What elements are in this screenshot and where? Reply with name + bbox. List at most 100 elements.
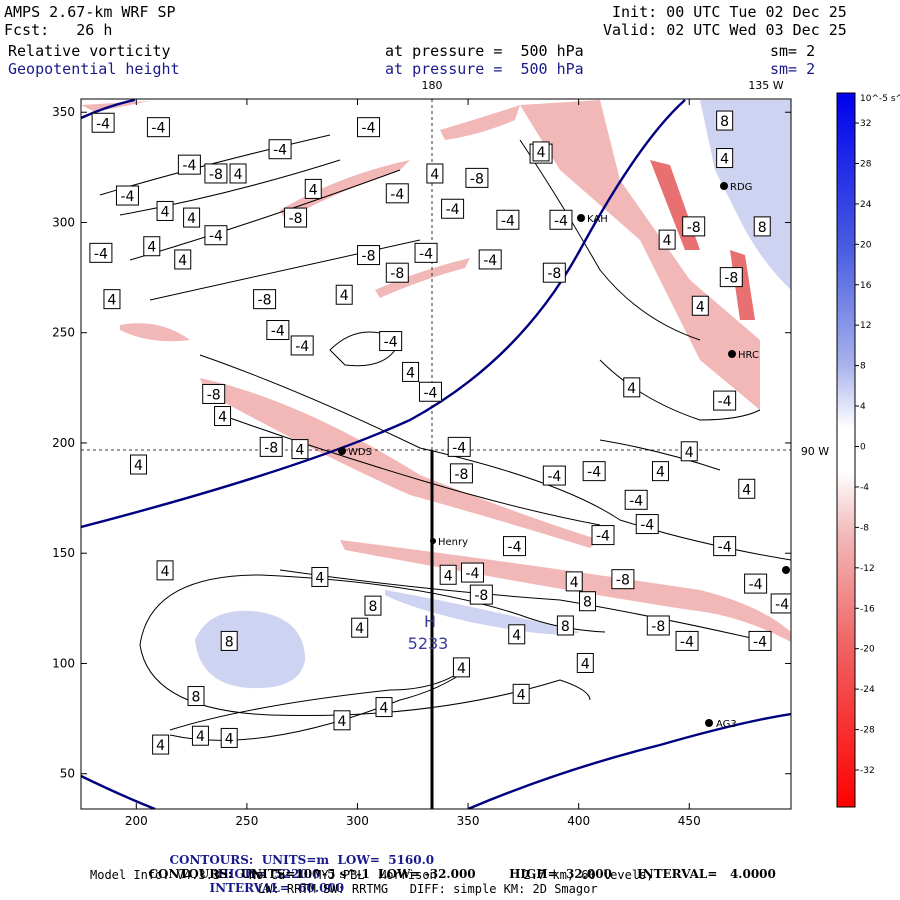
y-tick-label: 100 <box>52 656 75 670</box>
vort-contour <box>199 354 791 561</box>
station-dot <box>720 182 728 190</box>
contour-label: -8 <box>357 245 381 266</box>
contour-label-text: -4 <box>775 597 789 613</box>
contour-label: 8 <box>364 595 382 616</box>
vort-contour <box>519 139 701 341</box>
contour-label-text: 4 <box>196 729 205 745</box>
contour-label: -4 <box>582 461 606 482</box>
contour-label: 4 <box>652 461 670 482</box>
contour-label-box <box>447 436 471 457</box>
contour-label-text: 4 <box>134 458 143 474</box>
contour-label: 4 <box>691 295 709 316</box>
contour-label-text: 4 <box>108 293 117 309</box>
contour-label: -8 <box>682 216 706 237</box>
contour-label-text: -8 <box>258 293 272 309</box>
contour-label-text: -8 <box>454 467 468 483</box>
contour-label: 4 <box>532 141 550 162</box>
contour-label: -8 <box>542 262 566 283</box>
contour-label-box <box>469 584 493 605</box>
contour-label-text: -4 <box>753 634 767 650</box>
contour-label-box <box>426 163 444 184</box>
contour-label-text: 4 <box>581 656 590 672</box>
contour-label-text: 4 <box>178 253 187 269</box>
colorbar-ticks: 32 28 24 20 16 12 8 4 0 -4 -8 -12 -16 -20 -24 -28 -32 <box>855 119 875 776</box>
contour-label-text: 4 <box>309 182 318 198</box>
contour-label-text: -4 <box>446 202 460 218</box>
contour-label-box <box>542 465 566 486</box>
vort-contour <box>279 569 761 641</box>
contour-label: 4 <box>304 178 322 199</box>
contour-label: -4 <box>675 630 699 651</box>
contour-label-text: 4 <box>570 575 579 591</box>
vort-contour <box>169 664 471 731</box>
contour-label-box <box>115 185 139 206</box>
contour-label-text: 4 <box>720 152 729 168</box>
contour-label-text: -4 <box>483 253 497 269</box>
x-tick-label: 450 <box>678 814 701 828</box>
contour-label: 4 <box>565 571 583 592</box>
x-tick-label: 250 <box>235 814 258 828</box>
contour-label-box <box>385 183 409 204</box>
station-dot <box>338 447 346 455</box>
contour-label: 4 <box>439 564 457 585</box>
colorbar-tick-label: 4 <box>860 402 866 412</box>
contour-label: 4 <box>156 200 174 221</box>
height-contour-5160 <box>81 99 686 529</box>
x-tick-label: 300 <box>346 814 369 828</box>
contour-label: -4 <box>204 225 228 246</box>
contour-label-text: -4 <box>554 213 568 229</box>
contour-label-box <box>439 564 457 585</box>
contour-label-text: 4 <box>234 167 243 183</box>
contour-label-box <box>351 617 369 638</box>
contour-label-box <box>624 489 648 510</box>
contour-label-box <box>591 525 615 546</box>
contour-label-text: 4 <box>742 482 751 498</box>
contour-label-box <box>460 562 484 583</box>
contour-label-text: 8 <box>192 690 201 706</box>
contour-label-box <box>143 236 161 257</box>
contour-label: -4 <box>624 489 648 510</box>
contour-label-text: -4 <box>718 540 732 556</box>
contour-label: -4 <box>385 183 409 204</box>
contour-label-text: 8 <box>561 619 570 635</box>
contour-label-box <box>441 198 465 219</box>
vort-contour <box>139 574 606 646</box>
contour-label-box <box>713 536 737 557</box>
height-contour <box>81 774 156 809</box>
field2-level: at pressure = 500 hPa <box>385 60 584 78</box>
station-label: HRC <box>738 350 759 361</box>
vort-contour <box>149 239 421 301</box>
contour-label: 4 <box>796 634 812 653</box>
contour-label-box <box>508 624 526 645</box>
station-dot <box>577 214 585 222</box>
contour-label-text: -8 <box>470 171 484 187</box>
contour-label-text: 4 <box>218 410 227 426</box>
contour-label-box <box>452 657 470 678</box>
contour-label-box <box>719 267 743 288</box>
contour-label-text: 4 <box>696 299 705 315</box>
contour-label: -4 <box>478 249 502 270</box>
contour-label-text: -8 <box>207 387 221 403</box>
contour-label-text: -4 <box>151 121 165 137</box>
station-dot <box>705 719 713 727</box>
colorbar <box>836 92 856 808</box>
contour-label-box <box>204 163 228 184</box>
station-label: AG3 <box>716 719 737 730</box>
colorbar-tick-label: 16 <box>860 281 872 291</box>
contour-label-box <box>503 536 527 557</box>
contour-label: -4 <box>379 331 403 352</box>
contour-label-text: 4 <box>656 465 665 481</box>
contour-label-box <box>229 163 247 184</box>
contour-label: -8 <box>202 383 226 404</box>
field1-smoothing: sm= 2 <box>770 42 816 60</box>
contour-label-text: 4 <box>296 443 305 459</box>
high-pressure-marker: H <box>424 612 436 631</box>
contour-label-box <box>146 117 170 138</box>
contour-label-box <box>253 289 277 310</box>
contour-label-text: 4 <box>338 714 347 730</box>
contour-label: -8 <box>449 463 473 484</box>
contour-label-text: -4 <box>501 213 515 229</box>
contour-label-text: 4 <box>161 564 170 580</box>
contour-label-text: -4 <box>182 158 196 174</box>
